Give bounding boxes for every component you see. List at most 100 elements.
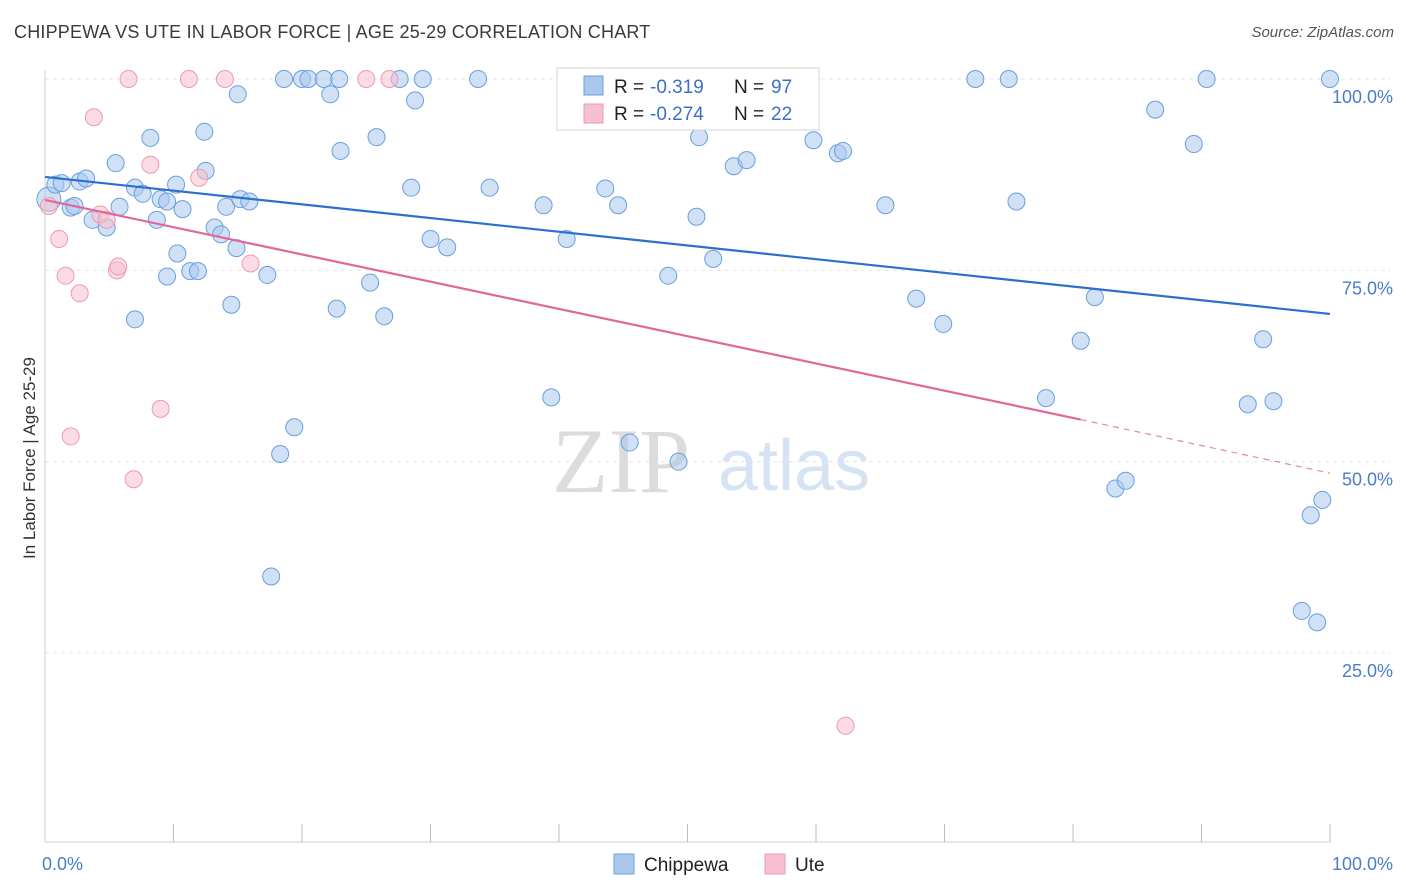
point-chippewa-95 <box>1313 490 1332 509</box>
x-tick-label-0: 0.0% <box>42 854 83 874</box>
point-chippewa-44 <box>330 70 349 88</box>
point-chippewa-91 <box>1264 392 1283 411</box>
point-ute-7 <box>97 210 116 229</box>
point-chippewa-93 <box>1301 506 1320 525</box>
point-chippewa-77 <box>934 314 953 333</box>
point-chippewa-57 <box>534 196 553 215</box>
bottom-legend-swatch-chippewa <box>613 853 635 875</box>
tick-labels: 25.0% 50.0% 75.0% 100.0% 0.0% 100.0% <box>42 87 1393 874</box>
point-chippewa-66 <box>687 207 706 226</box>
source-label: Source: ZipAtlas.com <box>1251 24 1394 41</box>
point-chippewa-23 <box>188 262 207 281</box>
point-chippewa-72 <box>804 131 823 150</box>
y-tick-label-3: 100.0% <box>1332 87 1393 107</box>
point-chippewa-18 <box>158 192 177 211</box>
point-chippewa-78 <box>966 70 985 88</box>
point-chippewa-53 <box>421 229 440 248</box>
point-chippewa-19 <box>167 175 186 194</box>
point-chippewa-36 <box>271 445 290 464</box>
point-ute-20 <box>836 716 855 735</box>
y-tick-label-2: 75.0% <box>1342 278 1393 298</box>
legend-swatch-ute <box>583 103 604 124</box>
trend-line-ute-extension <box>1080 418 1331 474</box>
legend-r-label-chippewa: R = <box>614 77 644 98</box>
point-chippewa-61 <box>609 196 628 215</box>
point-chippewa-70 <box>737 151 756 170</box>
point-ute-16 <box>215 70 234 88</box>
point-chippewa-17 <box>158 267 177 286</box>
point-chippewa-92 <box>1292 601 1311 620</box>
point-chippewa-55 <box>469 70 488 88</box>
grid-lines <box>45 78 1390 654</box>
watermark-atlas: atlas <box>718 426 870 506</box>
legend-box: R = -0.319 N = 97 R = -0.274 N = 22 <box>556 67 820 131</box>
legend-r-label-ute: R = <box>614 104 644 125</box>
legend-n-value-ute: 22 <box>771 104 792 125</box>
point-chippewa-65 <box>669 452 688 471</box>
point-chippewa-33 <box>240 192 259 211</box>
point-ute-12 <box>141 155 160 174</box>
point-chippewa-58 <box>542 388 561 407</box>
trend-line-chippewa <box>44 175 1331 316</box>
point-chippewa-48 <box>375 307 394 326</box>
point-ute-14 <box>179 70 198 88</box>
point-chippewa-41 <box>314 70 333 88</box>
point-chippewa-43 <box>327 299 346 318</box>
point-ute-17 <box>241 254 260 273</box>
point-chippewa-67 <box>690 128 709 147</box>
point-chippewa-34 <box>258 265 277 284</box>
point-chippewa-20 <box>168 244 187 263</box>
point-chippewa-47 <box>367 128 386 147</box>
x-tick-label-1: 100.0% <box>1332 854 1393 874</box>
point-chippewa-51 <box>406 91 425 110</box>
trend-line-ute <box>44 198 1081 421</box>
point-chippewa-62 <box>620 433 639 452</box>
point-chippewa-68 <box>704 249 723 268</box>
point-chippewa-31 <box>228 85 247 104</box>
point-chippewa-64 <box>659 266 678 285</box>
bottom-legend-swatch-ute <box>764 853 786 875</box>
point-chippewa-10 <box>110 197 129 216</box>
y-axis-label: In Labor Force | Age 25-29 <box>20 357 39 559</box>
legend-r-value-chippewa: -0.319 <box>650 77 704 98</box>
point-chippewa-86 <box>1146 100 1165 119</box>
point-chippewa-80 <box>1007 192 1026 211</box>
point-chippewa-88 <box>1197 70 1216 88</box>
point-chippewa-40 <box>299 70 318 88</box>
point-chippewa-14 <box>141 128 160 147</box>
y-tick-label-0: 25.0% <box>1342 661 1393 681</box>
point-chippewa-11 <box>125 310 144 329</box>
point-chippewa-75 <box>876 196 895 215</box>
point-chippewa-87 <box>1184 135 1203 154</box>
point-chippewa-94 <box>1308 613 1327 632</box>
bottom-legend-label-chippewa: Chippewa <box>644 855 729 876</box>
legend-r-value-ute: -0.274 <box>650 104 704 125</box>
point-chippewa-85 <box>1116 471 1135 490</box>
point-ute-3 <box>61 427 80 446</box>
point-chippewa-9 <box>106 154 125 173</box>
point-chippewa-82 <box>1071 331 1090 350</box>
point-chippewa-52 <box>413 70 432 88</box>
point-chippewa-90 <box>1254 330 1273 349</box>
legend-n-value-chippewa: 97 <box>771 77 792 98</box>
point-ute-10 <box>119 70 138 88</box>
point-chippewa-59 <box>557 229 576 248</box>
point-ute-15 <box>190 168 209 187</box>
data-points <box>36 70 1339 735</box>
chart-title: CHIPPEWA VS UTE IN LABOR FORCE | AGE 25-… <box>14 22 651 42</box>
point-chippewa-60 <box>596 179 615 198</box>
bottom-legend-label-ute: Ute <box>795 855 825 876</box>
point-ute-19 <box>380 70 399 88</box>
point-chippewa-89 <box>1238 395 1257 414</box>
legend-swatch-chippewa <box>583 75 604 96</box>
point-chippewa-83 <box>1085 288 1104 307</box>
axes <box>44 70 1331 843</box>
point-chippewa-42 <box>321 85 340 104</box>
point-chippewa-79 <box>999 70 1018 88</box>
point-chippewa-56 <box>480 178 499 197</box>
point-ute-18 <box>357 70 376 88</box>
point-chippewa-38 <box>285 418 304 437</box>
point-ute-13 <box>151 399 170 418</box>
point-chippewa-21 <box>173 200 192 219</box>
